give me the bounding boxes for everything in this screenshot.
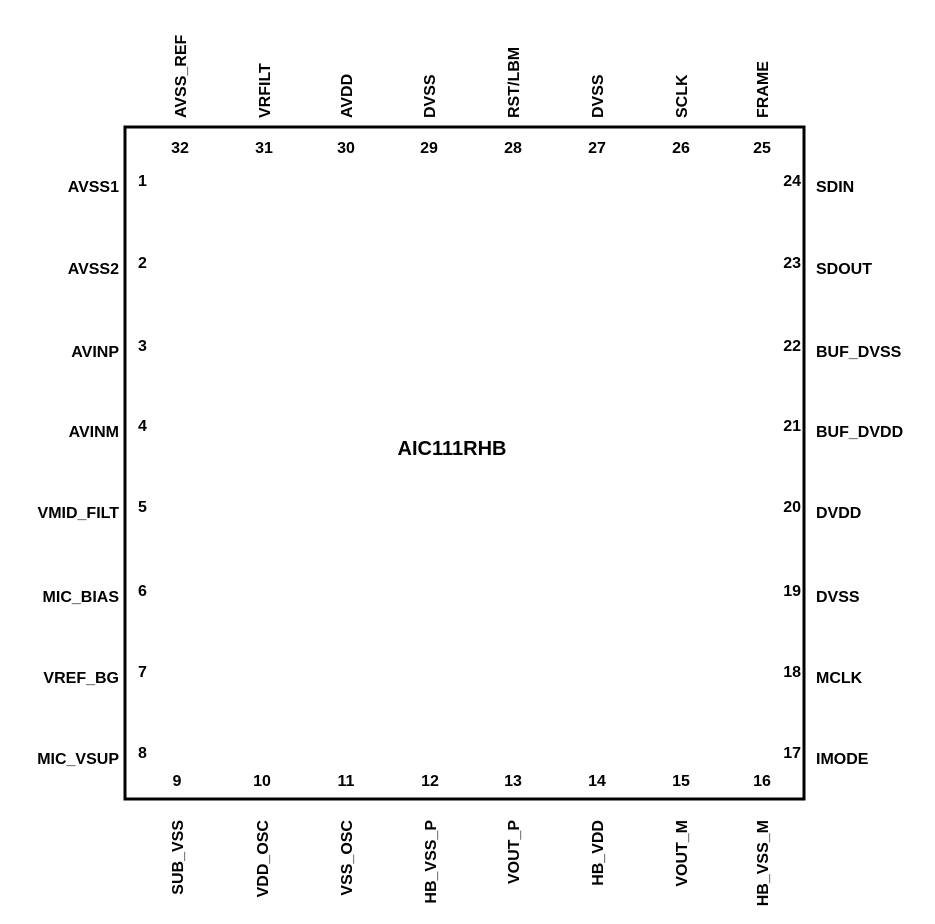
- pin-number-top: 28: [504, 140, 522, 157]
- pin-number-top: 29: [420, 140, 438, 157]
- pin-name-bottom: VOUT_P: [506, 820, 523, 884]
- pin-name-top: DVSS: [422, 74, 439, 118]
- pin-number-bottom: 11: [338, 773, 355, 790]
- pin-name-top: FRAME: [755, 61, 772, 118]
- pin-name-left: AVSS2: [68, 261, 119, 278]
- pin-name-top: DVSS: [590, 74, 607, 118]
- pin-number-right: 22: [783, 338, 801, 355]
- pin-name-left: AVINM: [69, 424, 119, 441]
- pin-number-right: 20: [783, 499, 801, 516]
- pin-number-bottom: 13: [504, 773, 522, 790]
- pin-number-bottom: 10: [253, 773, 271, 790]
- pin-number-left: 5: [138, 499, 147, 516]
- pin-number-right: 24: [783, 173, 801, 190]
- pin-name-top: SCLK: [674, 74, 691, 118]
- pin-number-left: 8: [138, 745, 147, 762]
- pin-name-right: MCLK: [816, 670, 863, 687]
- pin-number-left: 2: [138, 255, 147, 272]
- pin-name-right: SDIN: [816, 179, 854, 196]
- pin-number-left: 6: [138, 583, 147, 600]
- pin-name-right: SDOUT: [816, 261, 872, 278]
- pin-number-top: 26: [672, 140, 690, 157]
- pin-name-bottom: HB_VSS_P: [423, 820, 440, 904]
- pin-number-right: 23: [783, 255, 801, 272]
- pin-name-top: AVDD: [339, 74, 356, 118]
- pin-name-right: DVSS: [816, 589, 860, 606]
- pin-name-left: MIC_VSUP: [37, 751, 119, 768]
- pins-layer: AVSS1 1 AVSS2 2 AVINP 3 AVINM 4 VMID_FILT 5 MIC_BI…: [37, 34, 903, 906]
- pin-number-top: 32: [171, 140, 189, 157]
- pin-number-left: 3: [138, 338, 147, 355]
- pin-name-bottom: SUB_VSS: [170, 820, 187, 895]
- pin-name-bottom: VOUT_M: [674, 820, 691, 887]
- pin-name-right: IMODE: [816, 751, 869, 768]
- pin-name-right: BUF_DVDD: [816, 424, 903, 441]
- pin-number-bottom: 14: [588, 773, 606, 790]
- pin-number-left: 1: [138, 173, 147, 190]
- pin-name-left: AVINP: [71, 344, 119, 361]
- pin-number-right: 21: [783, 418, 801, 435]
- pin-number-top: 25: [753, 140, 771, 157]
- pin-name-left: AVSS1: [68, 179, 119, 196]
- pin-number-top: 27: [588, 140, 606, 157]
- pin-number-left: 7: [138, 664, 147, 681]
- pin-name-left: VMID_FILT: [38, 505, 120, 522]
- chip-package-outline: [123, 125, 806, 801]
- pin-number-left: 4: [138, 418, 147, 435]
- pin-name-bottom: VDD_OSC: [255, 820, 272, 898]
- pin-name-bottom: HB_VSS_M: [755, 820, 772, 906]
- pin-name-right: BUF_DVSS: [816, 344, 902, 361]
- pin-name-right: DVDD: [816, 505, 861, 522]
- pin-number-right: 18: [783, 664, 801, 681]
- pin-number-right: 17: [783, 745, 801, 762]
- pin-number-right: 19: [783, 583, 801, 600]
- pin-number-bottom: 16: [753, 773, 771, 790]
- chip-name: AIC111RHB: [398, 438, 507, 460]
- pin-number-top: 31: [255, 140, 273, 157]
- pin-name-top: AVSS_REF: [173, 34, 190, 118]
- pin-name-bottom: VSS_OSC: [339, 820, 356, 896]
- pin-number-bottom: 9: [173, 773, 182, 790]
- pin-name-top: RST/LBM: [506, 47, 523, 118]
- pin-number-bottom: 12: [421, 773, 439, 790]
- pin-number-top: 30: [337, 140, 355, 157]
- pin-name-left: VREF_BG: [43, 670, 119, 687]
- pin-number-bottom: 15: [672, 773, 690, 790]
- pin-name-left: MIC_BIAS: [43, 589, 120, 606]
- pin-name-top: VRFILT: [257, 63, 274, 118]
- pin-name-bottom: HB_VDD: [590, 820, 607, 886]
